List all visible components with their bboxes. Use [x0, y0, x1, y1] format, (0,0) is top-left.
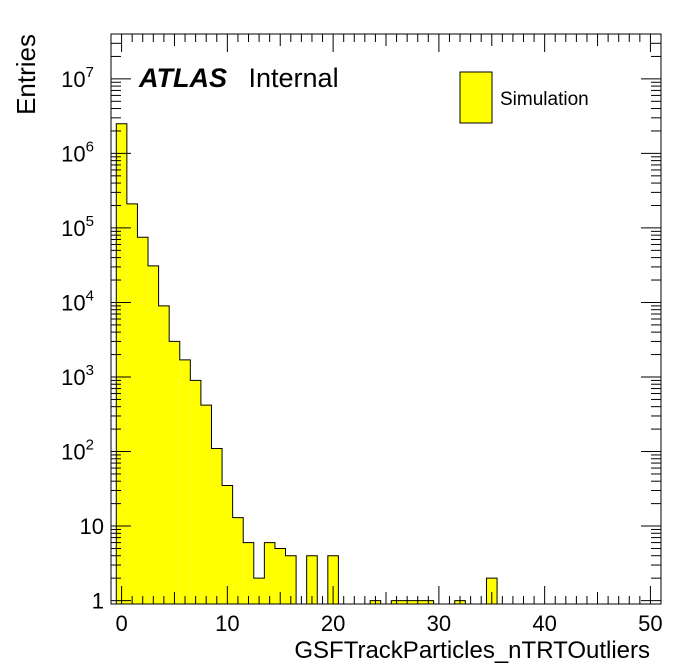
histogram-bin	[327, 555, 339, 604]
histogram-bars	[116, 123, 498, 605]
legend-swatch	[459, 71, 493, 124]
atlas-label: ATLAS Internal	[138, 63, 339, 93]
histogram-bin	[116, 123, 127, 604]
y-tick-labels: 1 10 102 103 104 105 106 107	[61, 64, 104, 614]
atlas-label-bold: ATLAS	[138, 63, 227, 93]
y-tick-label: 104	[61, 287, 94, 315]
histogram-bin	[200, 405, 212, 604]
y-tick-label: 1	[92, 589, 104, 614]
histogram-bin	[486, 578, 498, 604]
y-tick-label: 10	[80, 514, 104, 539]
atlas-label-text: Internal	[249, 63, 339, 93]
histogram-bin	[274, 548, 286, 604]
y-tick-label: 106	[61, 138, 94, 166]
histogram-bin	[232, 517, 244, 604]
y-tick-label: 103	[61, 362, 94, 390]
y-tick-label: 107	[61, 64, 94, 92]
histogram-bin	[190, 380, 201, 604]
histogram-bin	[169, 341, 180, 604]
histogram-bin	[264, 542, 275, 604]
y-tick-label: 105	[61, 213, 94, 241]
x-axis-label: GSFTrackParticles_nTRTOutliers	[294, 637, 650, 664]
histogram-bin	[126, 203, 138, 605]
histogram-bin	[211, 448, 223, 604]
histogram-bin	[137, 237, 149, 604]
histogram-bin	[285, 555, 297, 604]
x-tick-label: 30	[427, 611, 451, 636]
x-tick-labels: 0 10 20 30 40 50	[115, 611, 662, 636]
histogram-bin	[158, 305, 170, 604]
histogram-bin	[222, 485, 233, 604]
x-tick-label: 0	[115, 611, 127, 636]
histogram-bin	[243, 542, 254, 604]
x-tick-label: 50	[638, 611, 662, 636]
histogram-bin	[253, 578, 265, 604]
x-tick-label: 10	[215, 611, 239, 636]
plot-frame	[110, 33, 662, 605]
x-tick-label: 40	[532, 611, 556, 636]
y-axis-label: Entries	[11, 34, 41, 115]
legend-label: Simulation	[500, 89, 589, 110]
histogram-bin	[306, 555, 318, 604]
y-tick-label: 102	[61, 437, 94, 465]
histogram-bin	[148, 265, 159, 604]
axis-ticks	[110, 33, 662, 604]
histogram-bin	[179, 359, 191, 604]
x-tick-label: 20	[321, 611, 345, 636]
